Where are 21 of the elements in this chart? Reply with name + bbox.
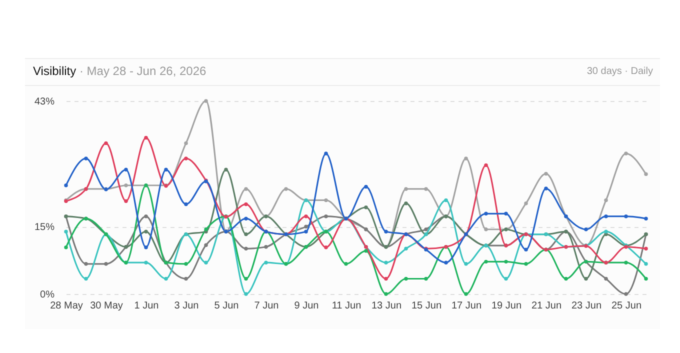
x-tick-label: 19 Jun [491,300,522,312]
y-tick-label: 43% [34,96,55,108]
x-tick-label: 17 Jun [451,300,482,312]
x-tick-label: 25 Jun [611,300,642,312]
x-tick-label: 13 Jun [371,300,402,312]
x-tick-label: 7 Jun [254,300,279,312]
x-tick-label: 28 May [50,300,83,312]
x-tick-label: 30 May [90,300,123,312]
x-tick-label: 3 Jun [174,300,199,312]
x-tick-label: 1 Jun [134,300,159,312]
text: 30 days · Daily [586,65,653,78]
x-tick-label: 11 Jun [332,300,362,312]
chart-subtitle: · May 28 - Jun 26, 2026 [78,64,206,78]
x-tick-label: 23 Jun [571,300,602,312]
chart-title: Visibility [33,64,76,78]
x-tick-label: 5 Jun [214,300,239,312]
x-tick-label: 15 Jun [411,300,442,312]
x-tick-label: 9 Jun [294,300,319,312]
y-tick-label: 15% [34,222,55,234]
y-tick-label: 0% [40,290,55,300]
x-tick-label: 21 Jun [531,300,562,312]
